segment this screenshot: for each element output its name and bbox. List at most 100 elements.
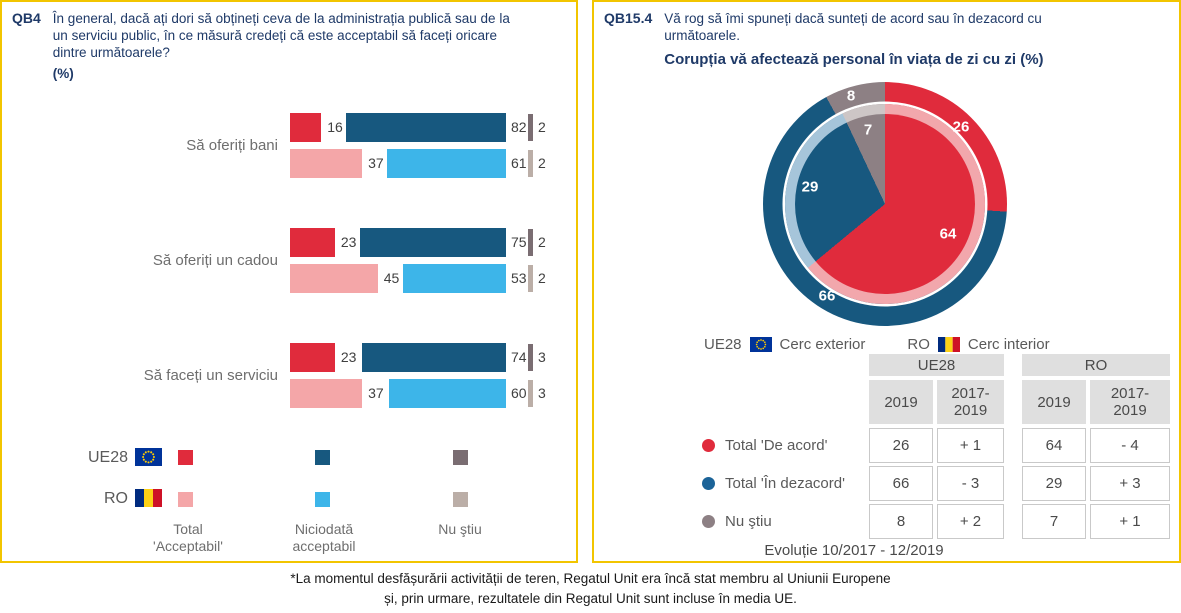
evolution-caption: Evoluție 10/2017 - 12/2019	[764, 542, 944, 559]
niciodata-bar	[359, 228, 506, 257]
acceptabil-bar	[290, 149, 363, 178]
nustiu-value: 3	[538, 385, 546, 401]
evolution-table: UE28 RO 2019 2017-2019 2019 2017-2019 Total 'D…	[594, 2, 1179, 561]
bar-row-ue28: 23 74 3	[290, 343, 564, 372]
swatch-ue28-acceptabil	[178, 450, 193, 465]
question-line: În general, dacă ați dori să obțineți ce…	[52, 11, 510, 26]
nustiu-tick	[528, 380, 533, 407]
bar-row-ue28: 16 82 2	[290, 113, 564, 142]
niciodata-bar	[361, 343, 506, 372]
niciodata-value: 74	[511, 349, 527, 365]
niciodata-value: 75	[511, 234, 527, 250]
bar-row-ro: 37 60 3	[290, 379, 564, 408]
legend-ro-label: RO	[104, 490, 128, 507]
acceptabil-bar	[290, 343, 335, 372]
percent-label: (%)	[52, 66, 74, 81]
table-cell: 64	[1022, 428, 1086, 463]
question-line: Vă rog să îmi spuneți dacă sunteți de ac…	[664, 11, 1042, 26]
qb4-panel: QB4 În general, dacă ați dori să obțineț…	[0, 0, 578, 563]
table-cell: - 3	[937, 466, 1004, 501]
acceptabil-value: 16	[327, 119, 343, 135]
niciodata-bar	[387, 149, 506, 178]
nustiu-value: 2	[538, 270, 546, 286]
legend-ro-label: RO	[907, 336, 930, 353]
column-header: 2017-2019	[937, 380, 1004, 424]
column-header: 2019	[869, 380, 933, 424]
ro-flag-icon	[135, 489, 162, 507]
table-row-label-text: Nu ştiu	[725, 513, 772, 530]
bar-group: Să oferiți bani 16 82 2 37 61 2	[2, 113, 576, 178]
chart-subtitle: Corupția vă afectează personal în viața …	[664, 51, 1044, 68]
nustiu-value: 2	[538, 155, 546, 171]
pie-value-ue28-dezacord: 66	[818, 287, 836, 305]
bar-rows: 16 82 2 37 61 2	[290, 113, 564, 178]
acceptabil-bar	[290, 113, 322, 142]
bar-rows: 23 74 3 37 60 3	[290, 343, 564, 408]
table-cell: 29	[1022, 466, 1086, 501]
legend-col-niciodata: Niciodată acceptabil	[249, 521, 399, 555]
swatch-ue28-nustiu	[453, 450, 468, 465]
question-line: următoarele.	[664, 28, 741, 43]
legend-col-line: 'Acceptabil'	[153, 538, 223, 554]
bar-row-ue28: 23 75 2	[290, 228, 564, 257]
legend-col-line: Total	[173, 521, 203, 537]
table-cell: + 1	[1090, 504, 1170, 539]
bar-group: Să oferiți un cadou 23 75 2 45 53 2	[2, 228, 576, 293]
legend-col-line: Niciodată	[294, 521, 354, 537]
pie-value-ue28-deacord: 26	[952, 118, 970, 136]
niciodata-value: 82	[511, 119, 527, 135]
nustiu-tick	[528, 229, 533, 256]
footnote-line: și, prin urmare, rezultatele din Regatul…	[384, 591, 797, 606]
blue-dot-icon	[702, 477, 715, 490]
question-line: dintre următoarele?	[52, 45, 170, 60]
swatch-ue28-niciodata	[315, 450, 330, 465]
group-header-ue28: UE28	[869, 354, 1004, 376]
legend-ue28-label: UE28	[87, 449, 128, 466]
table-row-label: Total 'De acord'	[702, 428, 827, 463]
acceptabil-bar	[290, 379, 363, 408]
niciodata-bar	[346, 113, 506, 142]
pie-value-ue28-nustiu: 8	[846, 87, 856, 105]
qb15-panel: QB15.4 Vă rog să îmi spuneți dacă sunteț…	[592, 0, 1181, 563]
nustiu-value: 2	[538, 234, 546, 250]
nustiu-tick	[528, 150, 533, 177]
category-label: Să oferiți un cadou	[152, 252, 278, 269]
legend-col-line: acceptabil	[292, 538, 356, 554]
qb4-header: QB4 În general, dacă ați dori să obțineț…	[12, 10, 510, 82]
bar-group: Să faceți un serviciu 23 74 3 37 60 3	[2, 343, 576, 408]
category-label: Să faceți un serviciu	[143, 367, 278, 384]
pie-value-ro-deacord: 64	[939, 225, 957, 243]
table-cell: + 3	[1090, 466, 1170, 501]
table-row-label-text: Total 'În dezacord'	[725, 475, 845, 492]
acceptabil-value: 45	[383, 270, 400, 286]
table-cell: + 1	[937, 428, 1004, 463]
red-dot-icon	[702, 439, 715, 452]
pie-value-ro-dezacord: 29	[801, 178, 819, 196]
table-cell: 66	[869, 466, 933, 501]
question-line: un serviciu public, în ce măsură credeți…	[52, 28, 498, 43]
acceptabil-value: 23	[340, 234, 357, 250]
acceptabil-value: 37	[368, 385, 384, 401]
legend-inner-text: Cerc interior	[967, 336, 1050, 353]
niciodata-bar	[389, 379, 506, 408]
legend-col-acceptabil: Total 'Acceptabil'	[113, 521, 263, 555]
table-cell: 8	[869, 504, 933, 539]
bar-row-ro: 45 53 2	[290, 264, 564, 293]
niciodata-bar	[402, 264, 506, 293]
table-cell: 26	[869, 428, 933, 463]
nustiu-value: 3	[538, 349, 546, 365]
swatch-ro-niciodata	[315, 492, 330, 507]
niciodata-value: 53	[511, 270, 527, 286]
acceptabil-bar	[290, 264, 378, 293]
table-cell: - 4	[1090, 428, 1170, 463]
footnote: *La momentul desfășurării activității de…	[0, 569, 1181, 609]
bar-row-ro: 37 61 2	[290, 149, 564, 178]
swatch-ro-nustiu	[453, 492, 468, 507]
column-header: 2017-2019	[1090, 380, 1170, 424]
ro-flag-icon	[937, 337, 960, 352]
table-cell: + 2	[937, 504, 1004, 539]
legend-col-line: Nu ştiu	[438, 521, 482, 537]
footnote-line: *La momentul desfășurării activității de…	[290, 571, 891, 586]
category-label: Să oferiți bani	[186, 137, 278, 154]
legend-outer-text: Cerc exterior	[779, 336, 866, 353]
